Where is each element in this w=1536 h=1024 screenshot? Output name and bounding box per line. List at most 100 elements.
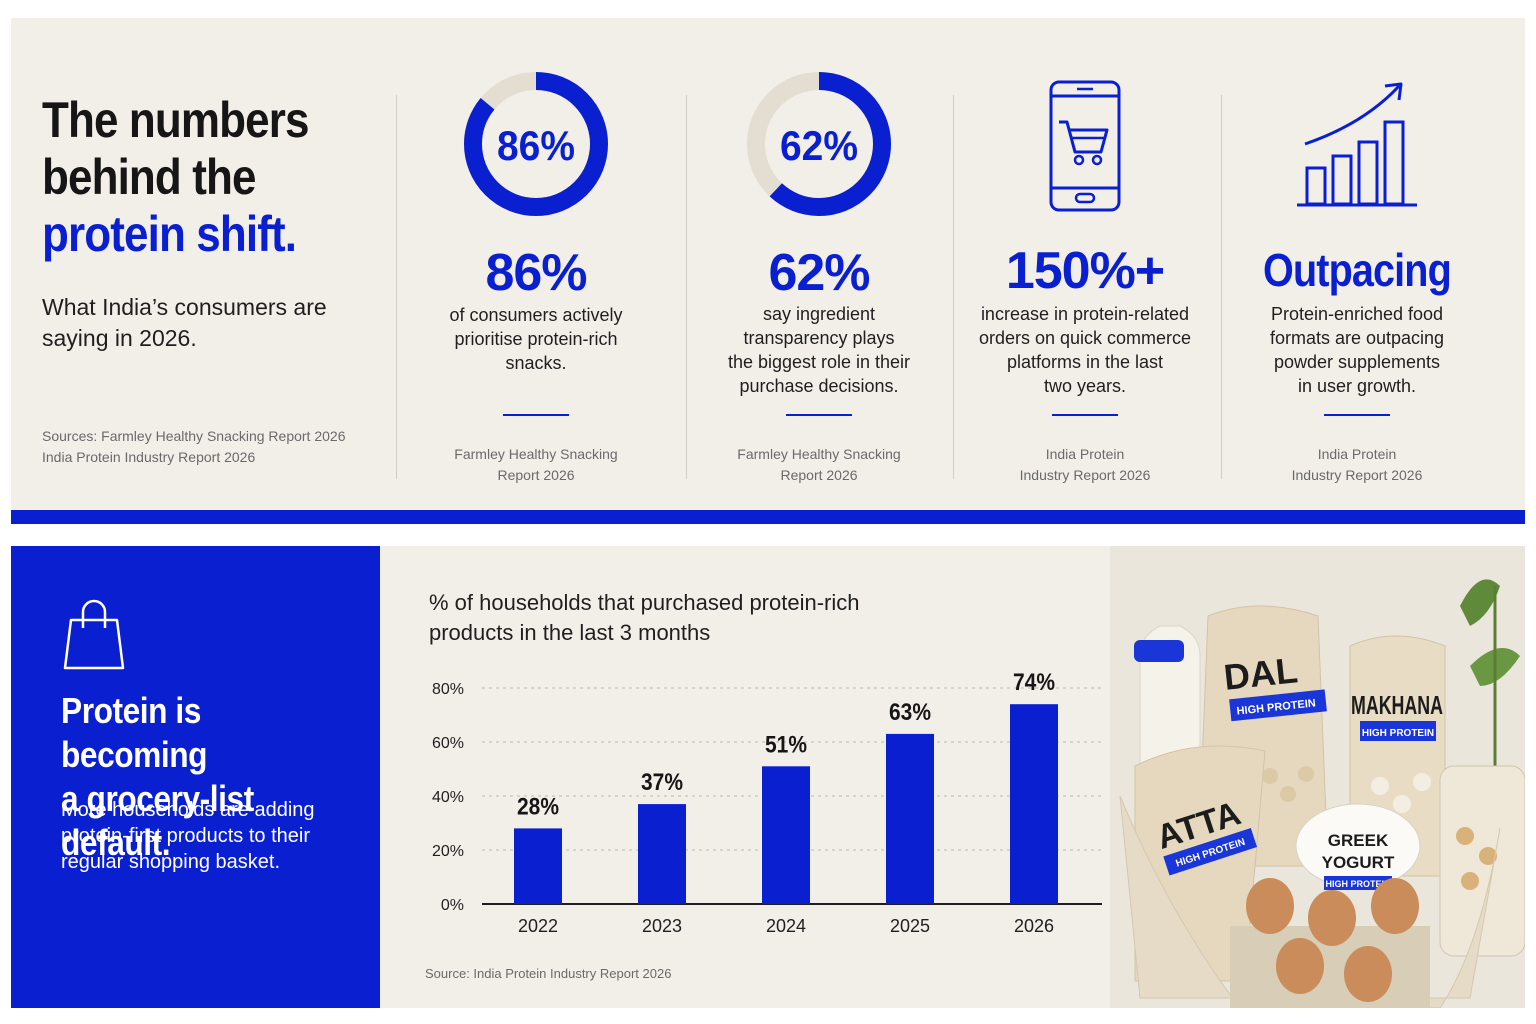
headline-line-1: The numbers: [42, 92, 309, 148]
stat-card-150: 150%+ increase in protein-related orders…: [965, 60, 1205, 490]
desc-line: platforms in the last: [1006, 352, 1164, 372]
grocery-title: Protein is becoming a grocery-list defau…: [61, 689, 343, 865]
stat-card-62: 62% 62% say ingredient transparency play…: [703, 60, 935, 490]
y-tick-label: 40%: [432, 789, 464, 806]
grocery-panel: Protein is becoming a grocery-list defau…: [11, 546, 380, 1008]
stat-value: 62%: [768, 244, 870, 302]
column-divider: [686, 95, 687, 479]
desc-line: transparency plays: [743, 328, 895, 348]
stat-rule: [1052, 414, 1118, 416]
source-line: Report 2026: [497, 467, 575, 483]
bar-2026: [1010, 704, 1058, 904]
stat-description: say ingredient transparency plays the bi…: [703, 302, 935, 398]
ring-fill: [747, 72, 891, 216]
column-divider: [953, 95, 954, 479]
data-label: 28%: [517, 793, 559, 820]
source-line: Report 2026: [780, 467, 858, 483]
stat-description: of consumers actively prioritise protein…: [420, 303, 652, 375]
bar-2023: [638, 804, 686, 904]
source-line: Industry Report 2026: [1291, 467, 1423, 483]
bar-chart: 0% 20% 40% 60% 80% 28% 2022 37% 2023 51% 2024 63% 20…: [432, 669, 1102, 936]
stat-description: increase in protein-related orders on qu…: [965, 302, 1205, 398]
stat-source: India Protein Industry Report 2026: [1237, 444, 1477, 486]
ring-label: 86%: [497, 122, 575, 169]
bar-2022: [514, 828, 562, 904]
ring-fill: [464, 72, 608, 216]
y-tick-label: 60%: [432, 735, 464, 752]
source-line: India Protein: [1317, 446, 1397, 462]
accent-divider-bar: [11, 510, 1525, 524]
donut-ring-62: 62%: [747, 72, 891, 216]
page-headline: The numbers behind the protein shift.: [42, 92, 324, 263]
stat-source: India Protein Industry Report 2026: [965, 444, 1205, 486]
headline-line-2: behind the: [42, 149, 257, 205]
stat-description: Protein-enriched food formats are outpac…: [1237, 302, 1477, 398]
chart-title: % of households that purchased protein-r…: [429, 588, 949, 648]
column-divider: [396, 95, 397, 479]
chart-panel: % of households that purchased protein-r…: [380, 546, 1525, 1008]
headline-line-3: protein shift.: [42, 206, 297, 262]
data-label: 51%: [765, 731, 807, 758]
desc-line: orders on quick commerce: [978, 328, 1192, 348]
grocery-title-line: Protein is becoming: [61, 690, 208, 775]
bar-2024: [762, 766, 810, 904]
chart-title-line: products in the last 3 months: [429, 620, 711, 645]
stat-rule: [1324, 414, 1390, 416]
x-tick-label: 2026: [1014, 916, 1054, 936]
y-tick-label: 80%: [432, 681, 464, 698]
column-divider: [1221, 95, 1222, 479]
desc-line: purchase decisions.: [739, 376, 899, 396]
y-tick-label: 20%: [432, 843, 464, 860]
growth-chart-icon: [1297, 82, 1417, 207]
grocery-title-line: a grocery-list default.: [61, 778, 254, 863]
data-label: 37%: [641, 769, 683, 796]
badge-label: HIGH PROTEIN: [1325, 879, 1390, 889]
desc-line: in user growth.: [1297, 376, 1417, 396]
greek-label: GREEK: [1328, 831, 1389, 850]
x-tick-label: 2023: [642, 916, 682, 936]
phone-cart-icon: [1049, 80, 1121, 212]
chart-source: Source: India Protein Industry Report 20…: [425, 966, 672, 981]
desc-line: formats are outpacing: [1269, 328, 1445, 348]
stat-value: 86%: [485, 244, 587, 302]
chart-title-line: % of households that purchased protein-r…: [429, 590, 860, 615]
desc-line: powder supplements: [1273, 352, 1441, 372]
desc-line: prioritise protein-rich: [454, 329, 618, 349]
y-tick-label: 0%: [441, 897, 464, 914]
desc-line: say ingredient: [762, 304, 876, 324]
desc-line: the biggest role in their: [727, 352, 911, 372]
badge-label: HIGH PROTEIN: [1362, 728, 1434, 739]
sources-line-2: India Protein Industry Report 2026: [42, 449, 256, 465]
source-line: Farmley Healthy Snacking: [454, 446, 618, 462]
desc-line: snacks.: [505, 353, 567, 373]
page-subhead: What India’s consumers are saying in 202…: [42, 294, 327, 351]
sources-line-1: Sources: Farmley Healthy Snacking Report…: [42, 428, 346, 444]
source-line: Farmley Healthy Snacking: [737, 446, 901, 462]
desc-line: of consumers actively: [449, 305, 623, 325]
stat-rule: [786, 414, 852, 416]
protein-products-photo: DAL HIGH PROTEIN MAKHANA HIGH PROTEIN AT…: [1110, 546, 1525, 1008]
dal-label: DAL: [1222, 649, 1300, 698]
stat-card-outpacing: Outpacing Protein-enriched food formats …: [1237, 60, 1477, 490]
data-label: 74%: [1013, 669, 1055, 696]
grocery-body: More households are adding protein-first…: [61, 799, 315, 873]
stat-source: Farmley Healthy Snacking Report 2026: [420, 444, 652, 486]
donut-ring-86: 86%: [464, 72, 608, 216]
bar-2025: [886, 733, 934, 904]
yogurt-label: YOGURT: [1322, 853, 1395, 872]
desc-line: two years.: [1043, 376, 1127, 396]
desc-line: increase in protein-related: [980, 304, 1190, 324]
stat-value: Outpacing: [1263, 244, 1452, 296]
stat-value: 150%+: [1005, 242, 1165, 300]
ring-label: 62%: [780, 122, 858, 169]
stat-card-86: 86% 86% of consumers actively prioritise…: [420, 60, 652, 490]
x-tick-label: 2024: [766, 916, 806, 936]
stat-source: Farmley Healthy Snacking Report 2026: [703, 444, 935, 486]
bottle-cap-icon: [1134, 640, 1184, 662]
x-tick-label: 2025: [890, 916, 930, 936]
stat-rule: [503, 414, 569, 416]
makhana-label: MAKHANA: [1351, 690, 1443, 720]
shopping-bag-icon: [63, 599, 125, 670]
desc-line: Protein-enriched food: [1270, 304, 1444, 324]
source-line: Industry Report 2026: [1019, 467, 1151, 483]
